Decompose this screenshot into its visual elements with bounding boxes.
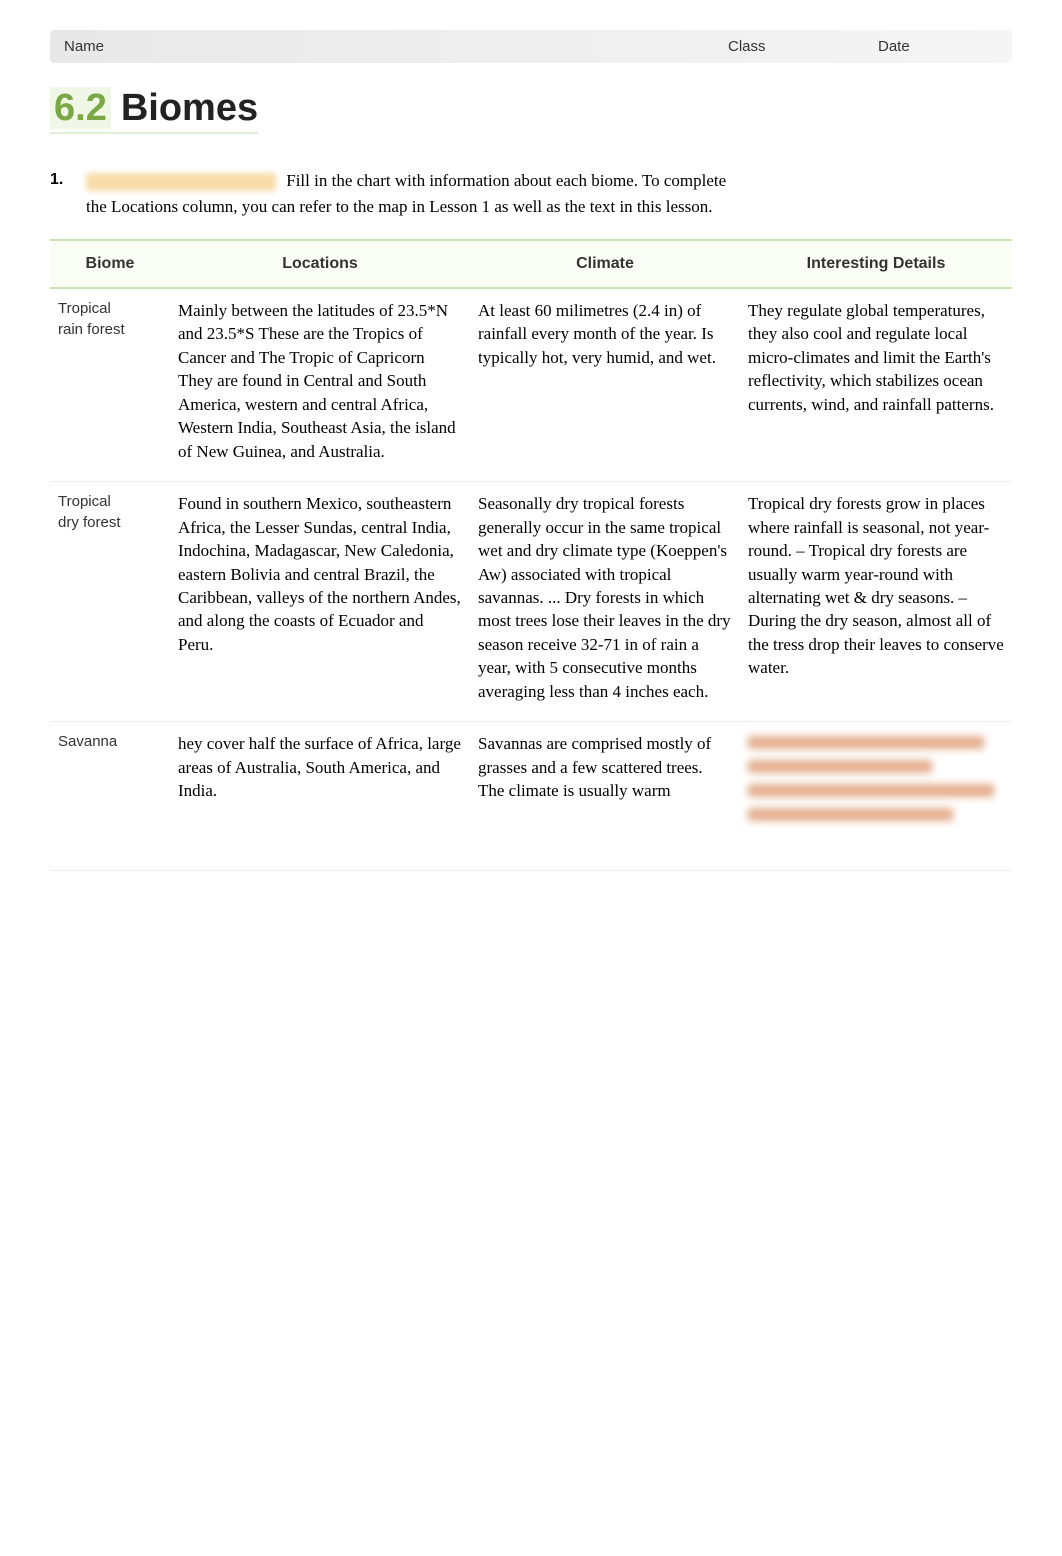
section-title-text: Biomes (121, 87, 258, 129)
cell-climate: Savannas are comprised mostly of grasses… (470, 722, 740, 871)
redacted-block (748, 732, 1004, 852)
cell-details: They regulate global temperatures, they … (740, 288, 1012, 482)
cell-locations: Mainly between the latitudes of 23.5*N a… (170, 288, 470, 482)
cell-details-redacted (740, 722, 1012, 871)
question-text-1: Fill in the chart with information about… (286, 171, 726, 190)
cell-locations: Found in southern Mexico, southeastern A… (170, 482, 470, 722)
table-row: Tropical dry forest Found in southern Me… (50, 482, 1012, 722)
col-header-biome: Biome (50, 240, 170, 288)
name-label: Name (64, 38, 728, 55)
cell-details: Tropical dry forests grow in places wher… (740, 482, 1012, 722)
col-header-details: Interesting Details (740, 240, 1012, 288)
class-label: Class (728, 38, 878, 55)
page-title: 6.2 Biomes (50, 87, 258, 134)
table-row: Savanna hey cover half the surface of Af… (50, 722, 1012, 871)
cell-climate: Seasonally dry tropical forests generall… (470, 482, 740, 722)
question-1: 1. Fill in the chart with information ab… (50, 168, 1012, 219)
question-body: Fill in the chart with information about… (86, 168, 1012, 219)
col-header-climate: Climate (470, 240, 740, 288)
section-number: 6.2 (50, 87, 111, 129)
date-label: Date (878, 38, 998, 55)
worksheet-header: Name Class Date (50, 30, 1012, 63)
cell-biome: Tropical rain forest (50, 288, 170, 482)
question-text-2: the Locations column, you can refer to t… (86, 197, 713, 216)
cell-biome: Savanna (50, 722, 170, 871)
redacted-chip (86, 173, 276, 191)
cell-biome: Tropical dry forest (50, 482, 170, 722)
table-row: Tropical rain forest Mainly between the … (50, 288, 1012, 482)
table-header-row: Biome Locations Climate Interesting Deta… (50, 240, 1012, 288)
cell-locations: hey cover half the surface of Africa, la… (170, 722, 470, 871)
question-number: 1. (50, 168, 86, 219)
col-header-locations: Locations (170, 240, 470, 288)
biomes-table: Biome Locations Climate Interesting Deta… (50, 239, 1012, 871)
cell-climate: At least 60 milimetres (2.4 in) of rainf… (470, 288, 740, 482)
